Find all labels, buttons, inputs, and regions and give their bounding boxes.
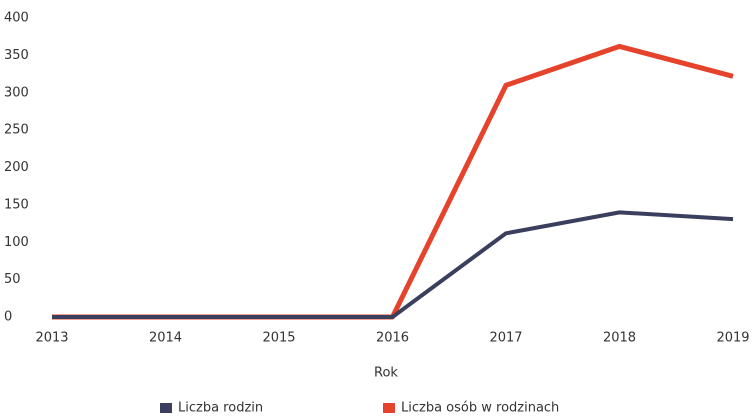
legend-swatch [383,403,395,413]
y-tick-label: 400 [4,11,29,26]
legend-label: Liczba rodzin [178,401,263,416]
y-tick-label: 100 [4,235,29,250]
x-tick-label: 2015 [262,331,295,346]
y-tick-label: 50 [4,272,21,287]
x-tick-label: 2016 [376,331,409,346]
x-tick-label: 2017 [489,331,522,346]
y-tick-label: 250 [4,123,29,138]
x-axis-label: Rok [374,366,398,381]
legend-label: Liczba osób w rodzinach [401,401,559,416]
x-tick-label: 2019 [716,331,749,346]
y-tick-label: 350 [4,48,29,63]
line-series [52,210,734,319]
x-tick-label: 2014 [149,331,182,346]
y-tick-label: 300 [4,85,29,100]
x-tick-label: 2013 [35,331,68,346]
legend-swatch [160,403,172,413]
x-tick-label: 2018 [603,331,636,346]
y-tick-label: 0 [4,310,12,325]
line-series [52,43,734,320]
y-tick-label: 150 [4,197,29,212]
y-tick-label: 200 [4,160,29,175]
